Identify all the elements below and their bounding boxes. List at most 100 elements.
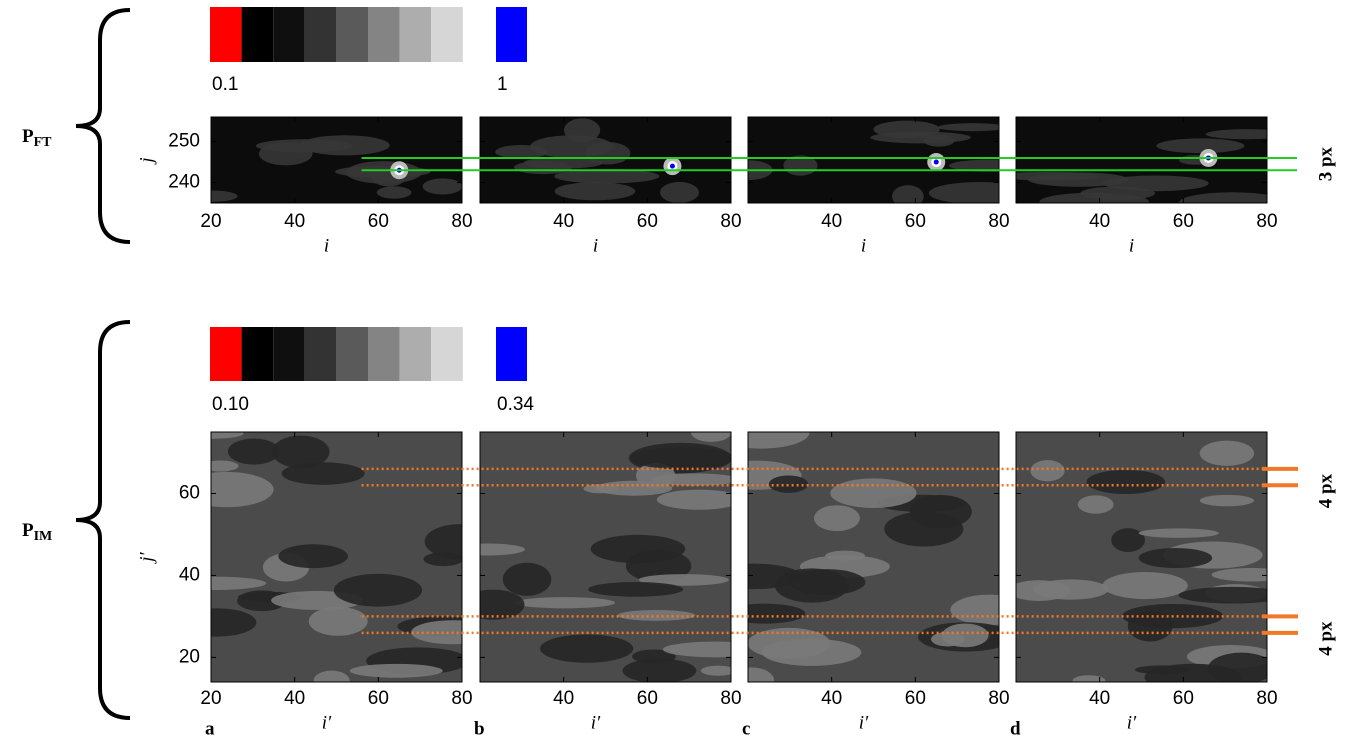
y-tick-label: 240 — [168, 172, 200, 193]
colorbar-min-label: 0.10 — [212, 394, 249, 415]
heatmap-texture — [660, 181, 699, 203]
panel-letter: a — [205, 718, 215, 739]
heatmap — [1016, 432, 1267, 682]
heatmap-texture — [1199, 440, 1255, 466]
heatmap-texture — [345, 161, 422, 184]
heatmap-texture — [424, 524, 462, 559]
x-tick-label: 80 — [720, 211, 741, 232]
x-tick-label: 20 — [200, 688, 221, 709]
row-label: PFT — [22, 126, 52, 150]
heatmap-texture — [211, 576, 267, 590]
heatmap-texture — [211, 608, 257, 637]
heatmap-texture — [376, 186, 412, 199]
colorbar-swatch — [399, 327, 432, 381]
colorbar-swatch — [368, 7, 400, 62]
heatmap-texture — [272, 435, 330, 469]
x-tick-label: 80 — [1256, 211, 1277, 232]
panel-frame — [210, 116, 463, 204]
heatmap — [480, 117, 731, 203]
x-axis-label: i′ — [1127, 712, 1137, 733]
x-tick-label: 40 — [1089, 211, 1110, 232]
heatmap-bg — [211, 117, 462, 203]
panel-frame — [479, 116, 732, 204]
heatmap-texture — [1138, 547, 1213, 569]
colorbar-max-label: 1 — [497, 74, 508, 95]
y-axis-label: j′ — [136, 551, 157, 564]
y-tick-label: 40 — [179, 564, 200, 585]
heatmap-texture — [1111, 528, 1145, 553]
heatmap-texture — [480, 589, 525, 620]
heatmap-texture — [211, 190, 238, 202]
x-tick-label: 40 — [821, 688, 842, 709]
y-tick-label: 250 — [168, 131, 200, 152]
x-tick-label: 60 — [637, 688, 658, 709]
colorbar-swatch — [336, 327, 368, 381]
heatmap-texture — [1178, 586, 1267, 604]
colorbar-swatch — [431, 7, 463, 62]
heatmap-texture — [1072, 675, 1106, 682]
heatmap-texture — [830, 478, 917, 508]
panel-frame — [210, 431, 463, 683]
colorbar-swatch — [241, 327, 274, 381]
heatmap-texture — [1211, 567, 1267, 582]
heatmap-texture — [1179, 192, 1267, 203]
brace — [75, 8, 131, 244]
heatmap-texture — [789, 569, 866, 595]
heatmap-texture — [1205, 129, 1267, 140]
colorbar-swatch — [368, 327, 400, 381]
heatmap-texture — [278, 544, 348, 569]
colorbar-swatch — [399, 7, 432, 62]
y-axis-label: j — [136, 157, 157, 165]
x-tick-label: 80 — [988, 211, 1009, 232]
x-tick-label: 40 — [553, 211, 574, 232]
x-tick-label: 80 — [451, 688, 472, 709]
x-axis-label: i′ — [591, 712, 601, 733]
panel-frame — [1015, 116, 1268, 204]
y-tick-label: 20 — [179, 646, 200, 667]
heatmap-texture — [928, 181, 999, 203]
heatmap-texture — [590, 534, 686, 564]
heatmap-texture — [1138, 528, 1219, 538]
panel-frame — [747, 116, 1000, 204]
x-tick-label: 60 — [368, 688, 389, 709]
heatmap-texture — [502, 562, 552, 596]
row-label-main: P — [22, 126, 34, 147]
y-tick-label: 60 — [179, 482, 200, 503]
colorbar-max-label: 0.34 — [497, 394, 534, 415]
x-tick-label: 40 — [284, 211, 305, 232]
heatmap — [480, 432, 731, 682]
heatmap-texture — [333, 573, 423, 607]
row-label-sub: IM — [34, 529, 53, 544]
heatmap-texture — [588, 582, 684, 597]
heatmap-texture — [748, 627, 831, 659]
heatmap-texture — [1077, 495, 1114, 514]
row-label-sub: FT — [34, 135, 53, 150]
heatmap-texture — [870, 131, 971, 144]
heatmap-texture — [349, 663, 443, 678]
heatmap-texture — [480, 543, 525, 556]
x-tick-label: 80 — [451, 211, 472, 232]
x-tick-label: 60 — [1173, 688, 1194, 709]
x-axis-label: i — [324, 235, 329, 256]
heatmap-texture — [748, 603, 806, 624]
heatmap-texture — [748, 432, 810, 449]
heatmap-texture — [617, 610, 696, 621]
x-tick-label: 40 — [553, 688, 574, 709]
heatmap — [1016, 117, 1267, 203]
heatmap-texture — [308, 606, 368, 636]
panel-frame — [1015, 431, 1268, 683]
heatmap-texture — [313, 670, 350, 682]
x-axis-label: i — [861, 235, 866, 256]
x-tick-label: 40 — [821, 211, 842, 232]
heatmap-texture — [892, 185, 924, 203]
heatmap-texture — [813, 505, 860, 532]
x-tick-label: 60 — [368, 211, 389, 232]
x-axis-label: i′ — [322, 712, 332, 733]
heatmap-texture — [1102, 571, 1188, 600]
colorbar-swatch — [210, 7, 242, 62]
heatmap — [211, 432, 462, 682]
x-tick-label: 40 — [1089, 688, 1110, 709]
heatmap-texture — [1030, 460, 1065, 482]
heatmap-texture — [748, 667, 775, 682]
heatmap-texture — [514, 597, 615, 609]
